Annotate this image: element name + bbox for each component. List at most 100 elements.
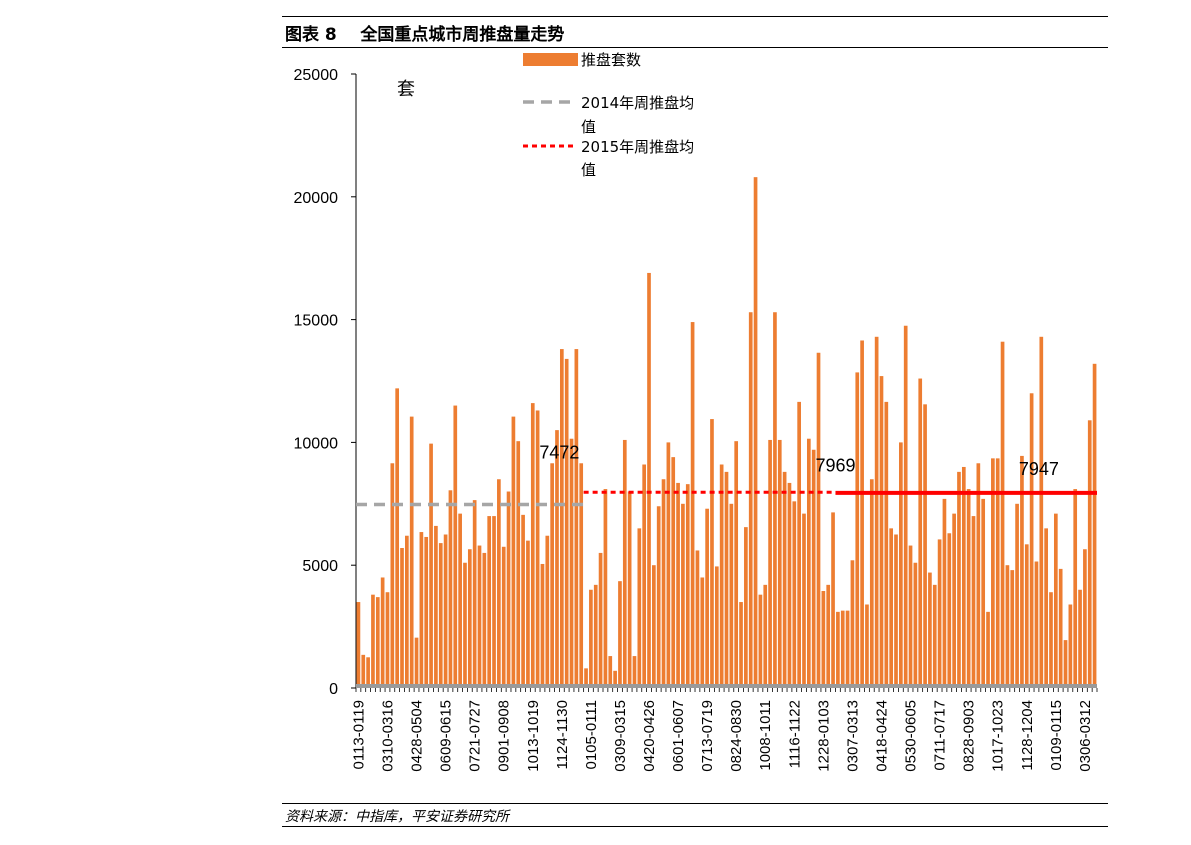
- legend-label-2015-wrap: 值: [581, 161, 596, 179]
- y-tick-label: 25000: [294, 67, 339, 84]
- bar: [671, 457, 676, 688]
- bar: [753, 177, 758, 689]
- bar: [831, 512, 835, 688]
- bar: [458, 513, 462, 688]
- bar: [506, 491, 511, 688]
- x-tick-label: 0609-0615: [438, 700, 455, 772]
- bar: [448, 490, 453, 688]
- bar: [792, 501, 797, 688]
- bar: [913, 562, 918, 688]
- bar: [758, 594, 763, 688]
- bar: [1044, 528, 1048, 688]
- bar: [894, 534, 898, 688]
- bar: [564, 358, 569, 688]
- bar: [438, 543, 443, 688]
- bar: [773, 312, 777, 688]
- x-tick-label: 1128-1204: [1019, 700, 1036, 771]
- x-tick-label: 0711-0717: [932, 700, 949, 771]
- bar: [608, 656, 613, 688]
- bar: [622, 439, 627, 688]
- bar: [1015, 503, 1019, 688]
- bar: [647, 272, 651, 688]
- bar: [1068, 604, 1073, 688]
- bar: [526, 540, 530, 688]
- y-tick-label: 15000: [294, 313, 339, 330]
- bar: [405, 535, 409, 688]
- bar: [356, 602, 361, 688]
- y-unit-label: 套: [397, 79, 415, 100]
- bar: [802, 513, 806, 688]
- bar: [865, 604, 869, 688]
- average-annotation: 7472: [539, 442, 579, 462]
- x-tick-label: 0824-0830: [728, 700, 745, 772]
- x-tick-label: 1124-1130: [554, 700, 571, 770]
- bar: [559, 349, 564, 688]
- x-tick-label: 0113-0119: [350, 700, 367, 770]
- bar: [777, 439, 782, 688]
- average-annotation: 7947: [1019, 459, 1059, 479]
- bar: [695, 550, 700, 688]
- bar: [540, 563, 545, 688]
- bar: [434, 525, 438, 688]
- bar: [371, 594, 375, 688]
- bar: [806, 438, 811, 688]
- y-tick-label: 20000: [294, 190, 339, 207]
- bar: [714, 566, 719, 688]
- bar: [932, 584, 937, 688]
- bar: [1053, 513, 1058, 688]
- bar: [1029, 393, 1034, 688]
- bar: [860, 340, 864, 688]
- legend-label-bars: 推盘套数: [581, 51, 641, 69]
- bar: [424, 536, 429, 688]
- bar: [845, 610, 850, 688]
- x-tick-label: 0601-0607: [670, 700, 687, 772]
- bar: [690, 322, 695, 688]
- legend-label-2015: 2015年周推盘均: [581, 138, 694, 156]
- x-tick-label: 1013-1019: [525, 700, 542, 772]
- bar: [569, 438, 574, 688]
- x-tick-label: 0420-0426: [641, 700, 658, 772]
- bar: [463, 562, 467, 688]
- bar: [811, 449, 816, 688]
- bar: [1058, 568, 1063, 688]
- bar: [366, 657, 370, 688]
- bar: [1083, 549, 1087, 688]
- x-tick-label: 0713-0719: [699, 700, 716, 772]
- bar: [535, 410, 540, 688]
- bar: [1034, 561, 1039, 688]
- x-tick-label: 0309-0315: [612, 700, 629, 772]
- average-annotation: 7969: [815, 455, 855, 475]
- x-tick-label: 1017-1023: [990, 700, 1007, 772]
- bar: [574, 349, 579, 688]
- y-tick-label: 5000: [302, 558, 338, 575]
- x-tick-label: 0530-0605: [903, 700, 920, 772]
- bar: [710, 419, 714, 688]
- bar: [942, 498, 947, 688]
- bar: [385, 592, 390, 688]
- bar: [705, 508, 709, 688]
- bar: [966, 489, 971, 688]
- bar: [642, 464, 647, 688]
- bar: [409, 416, 414, 688]
- bar: [700, 577, 705, 688]
- bar: [995, 458, 1000, 688]
- bar: [589, 589, 593, 688]
- bar: [928, 572, 932, 688]
- bar: [676, 482, 680, 688]
- bar: [482, 552, 487, 688]
- bar: [467, 549, 472, 688]
- bar: [1092, 363, 1097, 688]
- bar: [545, 535, 550, 688]
- x-tick-label: 1228-0103: [815, 700, 832, 772]
- bar: [1073, 489, 1078, 688]
- bar: [889, 528, 894, 688]
- legend-swatch-bars: [523, 53, 578, 66]
- bar: [797, 401, 801, 688]
- bar: [908, 545, 913, 688]
- bar: [1049, 592, 1053, 688]
- bar: [632, 656, 637, 688]
- bar: [375, 597, 380, 688]
- bar: [618, 581, 622, 688]
- x-tick-label: 1008-1011: [757, 700, 774, 771]
- bar: [530, 403, 535, 688]
